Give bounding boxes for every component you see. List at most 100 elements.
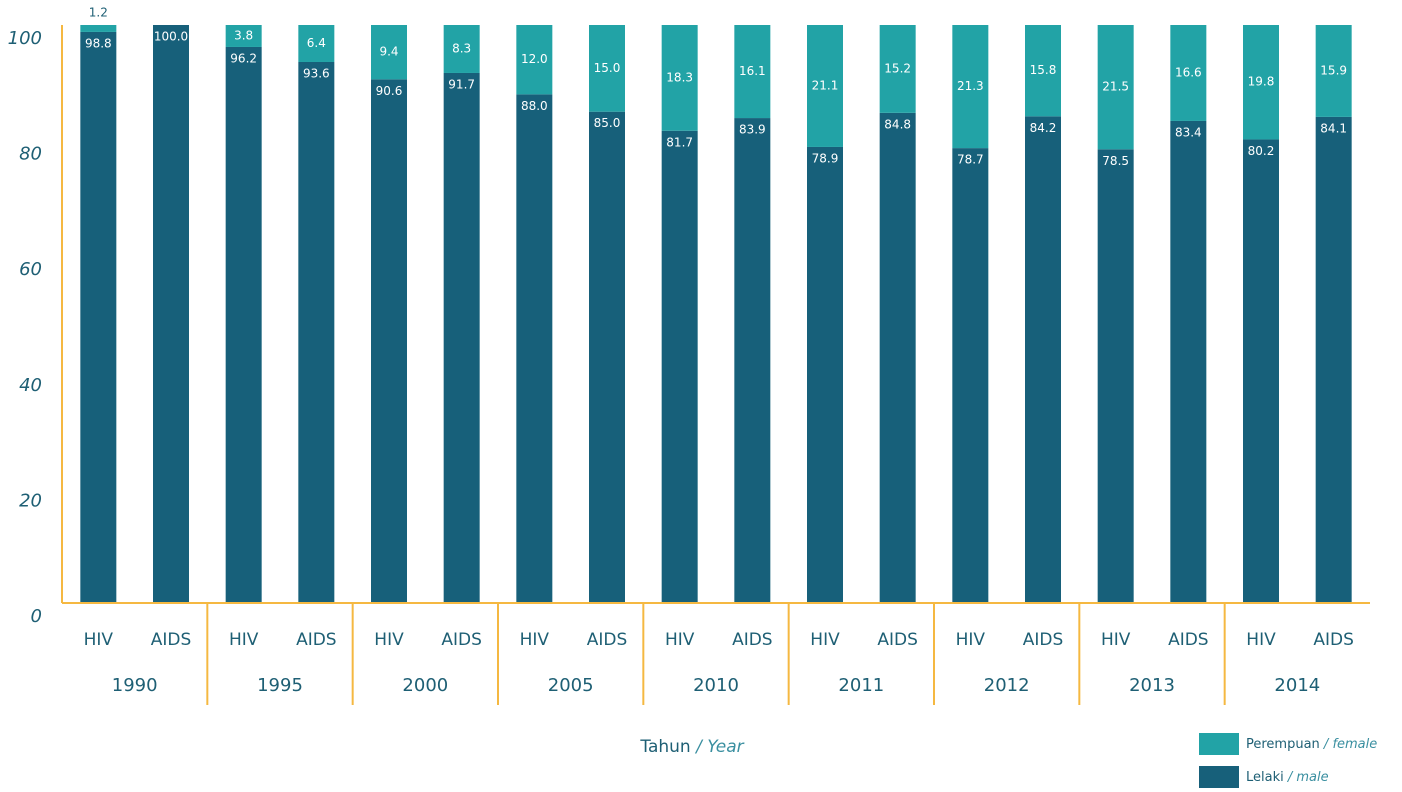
x-tick-label: HIV [956, 630, 986, 650]
value-label: 16.1 [739, 64, 766, 78]
legend-label: Perempuan / female [1246, 737, 1377, 752]
bar-segment [225, 46, 262, 604]
value-label: 15.9 [1320, 63, 1347, 77]
x-tick-label: AIDS [1023, 630, 1064, 650]
bar-segment [734, 25, 771, 119]
bar-segment [298, 61, 335, 603]
x-tick-label: HIV [520, 630, 550, 650]
bar-segment [1243, 25, 1279, 140]
bar-segment [1315, 116, 1352, 603]
value-label: 80.2 [1248, 144, 1275, 158]
x-tick-label: AIDS [732, 630, 773, 650]
x-tick-label: HIV [229, 630, 259, 650]
bar-segment [1315, 25, 1352, 117]
bar-segment [589, 25, 625, 112]
bar-segment [225, 25, 262, 47]
y-tick-label: 60 [19, 259, 42, 280]
bar-segment [1097, 25, 1134, 150]
y-tick-label: 80 [19, 144, 42, 165]
value-label: 19.8 [1248, 75, 1275, 89]
group-label: 2010 [693, 675, 739, 696]
x-tick-label: AIDS [441, 630, 482, 650]
group-label: 1995 [257, 675, 303, 696]
value-label: 15.8 [1030, 63, 1057, 77]
value-label: 98.8 [85, 36, 112, 50]
bar-segment [516, 25, 553, 95]
group-label: 2005 [548, 675, 594, 696]
legend-swatch [1199, 766, 1239, 788]
legend-label: Lelaki / male [1246, 770, 1329, 785]
x-tick-label: AIDS [877, 630, 918, 650]
bar-segment [589, 111, 625, 603]
value-label: 12.0 [521, 52, 548, 66]
y-tick-label: 40 [19, 375, 42, 396]
group-label: 2000 [402, 675, 448, 696]
legend-swatch [1199, 733, 1239, 755]
value-label: 16.6 [1175, 65, 1202, 79]
group-label: 1990 [112, 675, 158, 696]
value-label: 83.9 [739, 123, 766, 137]
bar-segment [443, 25, 480, 73]
value-label: 96.2 [230, 51, 257, 65]
value-label: 84.1 [1320, 121, 1347, 135]
value-label: 1.2 [89, 6, 108, 20]
bar-segment [80, 25, 117, 32]
value-label: 90.6 [376, 84, 403, 98]
value-label: 21.5 [1102, 80, 1129, 94]
group-label: 2012 [984, 675, 1030, 696]
value-label: 91.7 [448, 77, 475, 91]
value-label: 84.2 [1030, 121, 1057, 135]
value-label: 15.2 [884, 61, 911, 75]
y-tick-label: 0 [31, 606, 42, 627]
bar-segment [661, 130, 698, 604]
value-label: 85.0 [594, 116, 621, 130]
value-label: 78.7 [957, 153, 984, 167]
bar-segment [879, 112, 916, 603]
value-label: 81.7 [666, 135, 693, 149]
bar-segment [952, 25, 989, 149]
x-tick-label: HIV [374, 630, 404, 650]
value-label: 3.8 [234, 28, 253, 42]
bar-segment [807, 25, 843, 147]
group-label: 2014 [1274, 675, 1320, 696]
x-tick-label: AIDS [151, 630, 192, 650]
value-label: 83.4 [1175, 125, 1202, 139]
value-label: 78.9 [812, 151, 839, 165]
bar-segment [1243, 139, 1279, 603]
bar-segment [298, 25, 335, 62]
x-tick-label: HIV [810, 630, 840, 650]
x-tick-label: AIDS [1313, 630, 1354, 650]
group-label: 2011 [838, 675, 884, 696]
value-label: 93.6 [303, 66, 330, 80]
value-label: 9.4 [379, 45, 398, 59]
bar-segment [661, 25, 698, 131]
value-label: 8.3 [452, 41, 471, 55]
bar-segment [1097, 149, 1134, 603]
bar-segment [371, 25, 407, 80]
x-axis-title: Tahun / Year [639, 737, 744, 757]
value-label: 21.3 [957, 79, 984, 93]
value-label: 88.0 [521, 99, 548, 113]
bar-segment [1170, 120, 1207, 603]
value-label: 78.5 [1102, 154, 1129, 168]
value-label: 18.3 [666, 70, 693, 84]
value-label: 84.8 [884, 117, 911, 131]
x-tick-label: HIV [1101, 630, 1131, 650]
x-tick-label: HIV [84, 630, 114, 650]
x-tick-label: HIV [1246, 630, 1276, 650]
group-label: 2013 [1129, 675, 1175, 696]
value-label: 21.1 [812, 78, 839, 92]
bar-segment [1025, 25, 1061, 117]
value-label: 15.0 [594, 61, 621, 75]
x-tick-label: AIDS [1168, 630, 1209, 650]
value-label: 6.4 [307, 36, 326, 50]
bar-segment [516, 94, 553, 604]
bar-segment [952, 148, 989, 603]
x-tick-label: AIDS [296, 630, 337, 650]
bar-segment [153, 25, 189, 603]
y-tick-label: 20 [19, 490, 42, 511]
bar-segment [1025, 116, 1061, 603]
bar-segment [443, 72, 480, 603]
bar-segment [807, 146, 843, 603]
